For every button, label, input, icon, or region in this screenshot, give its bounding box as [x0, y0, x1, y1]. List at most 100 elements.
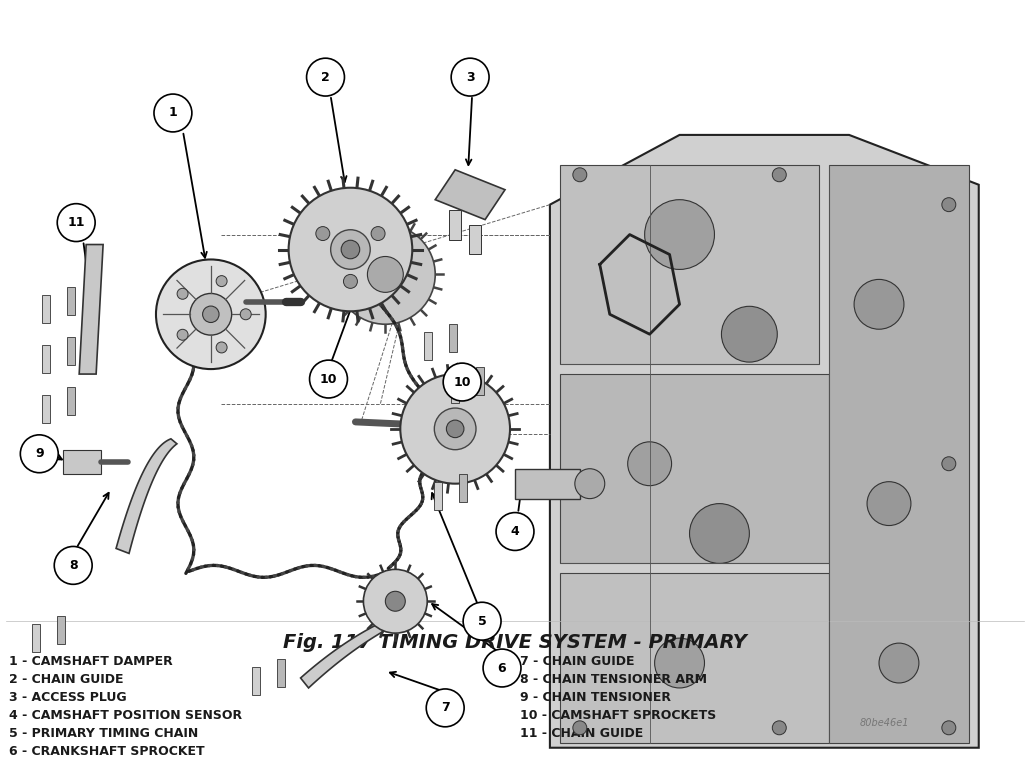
Circle shape — [177, 329, 188, 340]
Text: 8 - CHAIN TENSIONER ARM: 8 - CHAIN TENSIONER ARM — [520, 673, 707, 686]
Circle shape — [55, 546, 92, 584]
Text: 7 - CHAIN GUIDE: 7 - CHAIN GUIDE — [520, 655, 634, 668]
Text: 3 - ACCESS PLUG: 3 - ACCESS PLUG — [9, 691, 127, 704]
Circle shape — [426, 689, 465, 727]
Polygon shape — [829, 165, 969, 742]
Text: 3: 3 — [466, 71, 475, 84]
Circle shape — [879, 643, 919, 683]
Text: 4 - CAMSHAFT POSITION SENSOR: 4 - CAMSHAFT POSITION SENSOR — [9, 709, 242, 722]
Text: 10 - CAMSHAFT SPROCKETS: 10 - CAMSHAFT SPROCKETS — [520, 709, 716, 722]
Circle shape — [721, 307, 778, 362]
Circle shape — [336, 224, 436, 325]
Bar — [58, 616, 65, 644]
Circle shape — [385, 591, 405, 612]
Circle shape — [443, 363, 481, 401]
Circle shape — [627, 442, 672, 485]
Circle shape — [216, 342, 227, 353]
Bar — [67, 387, 75, 415]
Bar — [451, 375, 459, 403]
Bar — [476, 367, 484, 395]
Circle shape — [190, 293, 232, 335]
Circle shape — [496, 513, 534, 550]
Circle shape — [941, 198, 956, 212]
Bar — [63, 450, 101, 474]
Text: 11 - CHAIN GUIDE: 11 - CHAIN GUIDE — [520, 727, 644, 740]
Circle shape — [21, 435, 59, 473]
Circle shape — [451, 58, 489, 96]
Circle shape — [331, 230, 370, 269]
Circle shape — [364, 569, 427, 633]
Bar — [459, 474, 468, 502]
Circle shape — [343, 274, 357, 289]
Text: 11: 11 — [67, 216, 84, 229]
Text: 7: 7 — [441, 702, 449, 714]
Circle shape — [655, 638, 705, 688]
Circle shape — [772, 168, 786, 182]
Circle shape — [941, 457, 956, 470]
Bar — [449, 209, 461, 240]
Text: 5 - PRIMARY TIMING CHAIN: 5 - PRIMARY TIMING CHAIN — [9, 727, 199, 740]
Bar — [469, 224, 481, 255]
Circle shape — [203, 306, 219, 322]
Circle shape — [341, 240, 359, 259]
Text: 6 - CRANKSHAFT SPROCKET: 6 - CRANKSHAFT SPROCKET — [9, 745, 205, 758]
Circle shape — [645, 200, 715, 270]
Polygon shape — [560, 573, 829, 742]
Text: 2: 2 — [321, 71, 330, 84]
Circle shape — [401, 374, 510, 484]
Polygon shape — [436, 170, 505, 220]
Circle shape — [573, 720, 587, 735]
Bar — [424, 332, 433, 360]
Circle shape — [177, 289, 188, 299]
Text: 1 - CAMSHAFT DAMPER: 1 - CAMSHAFT DAMPER — [9, 655, 173, 668]
Text: 9: 9 — [35, 448, 43, 460]
Bar — [449, 325, 457, 352]
Circle shape — [689, 503, 750, 564]
Bar — [42, 296, 50, 323]
Text: 6: 6 — [497, 662, 507, 674]
Circle shape — [867, 481, 911, 525]
Circle shape — [464, 602, 501, 640]
Bar — [277, 659, 284, 687]
Polygon shape — [116, 439, 177, 554]
Bar — [67, 288, 75, 315]
Circle shape — [58, 204, 95, 241]
Circle shape — [156, 260, 266, 369]
Text: 9 - CHAIN TENSIONER: 9 - CHAIN TENSIONER — [520, 691, 671, 704]
Bar — [67, 337, 75, 365]
Bar — [515, 469, 580, 499]
Circle shape — [153, 94, 192, 132]
Circle shape — [371, 227, 385, 241]
Circle shape — [435, 408, 476, 450]
Circle shape — [316, 227, 330, 241]
Circle shape — [854, 279, 904, 329]
Polygon shape — [560, 165, 819, 364]
Text: 10: 10 — [453, 376, 471, 389]
Text: 2 - CHAIN GUIDE: 2 - CHAIN GUIDE — [9, 673, 124, 686]
Text: 80be46e1: 80be46e1 — [859, 718, 908, 728]
Text: 8: 8 — [69, 559, 77, 572]
Circle shape — [941, 720, 956, 735]
Circle shape — [368, 256, 404, 292]
Bar — [42, 345, 50, 373]
Circle shape — [307, 58, 344, 96]
Text: 5: 5 — [478, 615, 486, 628]
Text: 10: 10 — [319, 372, 337, 386]
Bar — [32, 624, 40, 652]
Bar — [42, 395, 50, 423]
Polygon shape — [79, 245, 103, 374]
Text: 1: 1 — [169, 107, 177, 119]
Text: 4: 4 — [511, 525, 519, 538]
Polygon shape — [560, 374, 829, 564]
Circle shape — [483, 649, 521, 687]
Circle shape — [310, 360, 347, 398]
Circle shape — [216, 276, 227, 287]
Bar — [251, 667, 260, 695]
Circle shape — [772, 720, 786, 735]
Polygon shape — [301, 619, 397, 688]
Text: Fig. 117 TIMING DRIVE SYSTEM - PRIMARY: Fig. 117 TIMING DRIVE SYSTEM - PRIMARY — [283, 633, 747, 652]
Circle shape — [573, 168, 587, 182]
Circle shape — [288, 187, 412, 311]
Bar — [435, 481, 442, 510]
Circle shape — [575, 469, 605, 499]
